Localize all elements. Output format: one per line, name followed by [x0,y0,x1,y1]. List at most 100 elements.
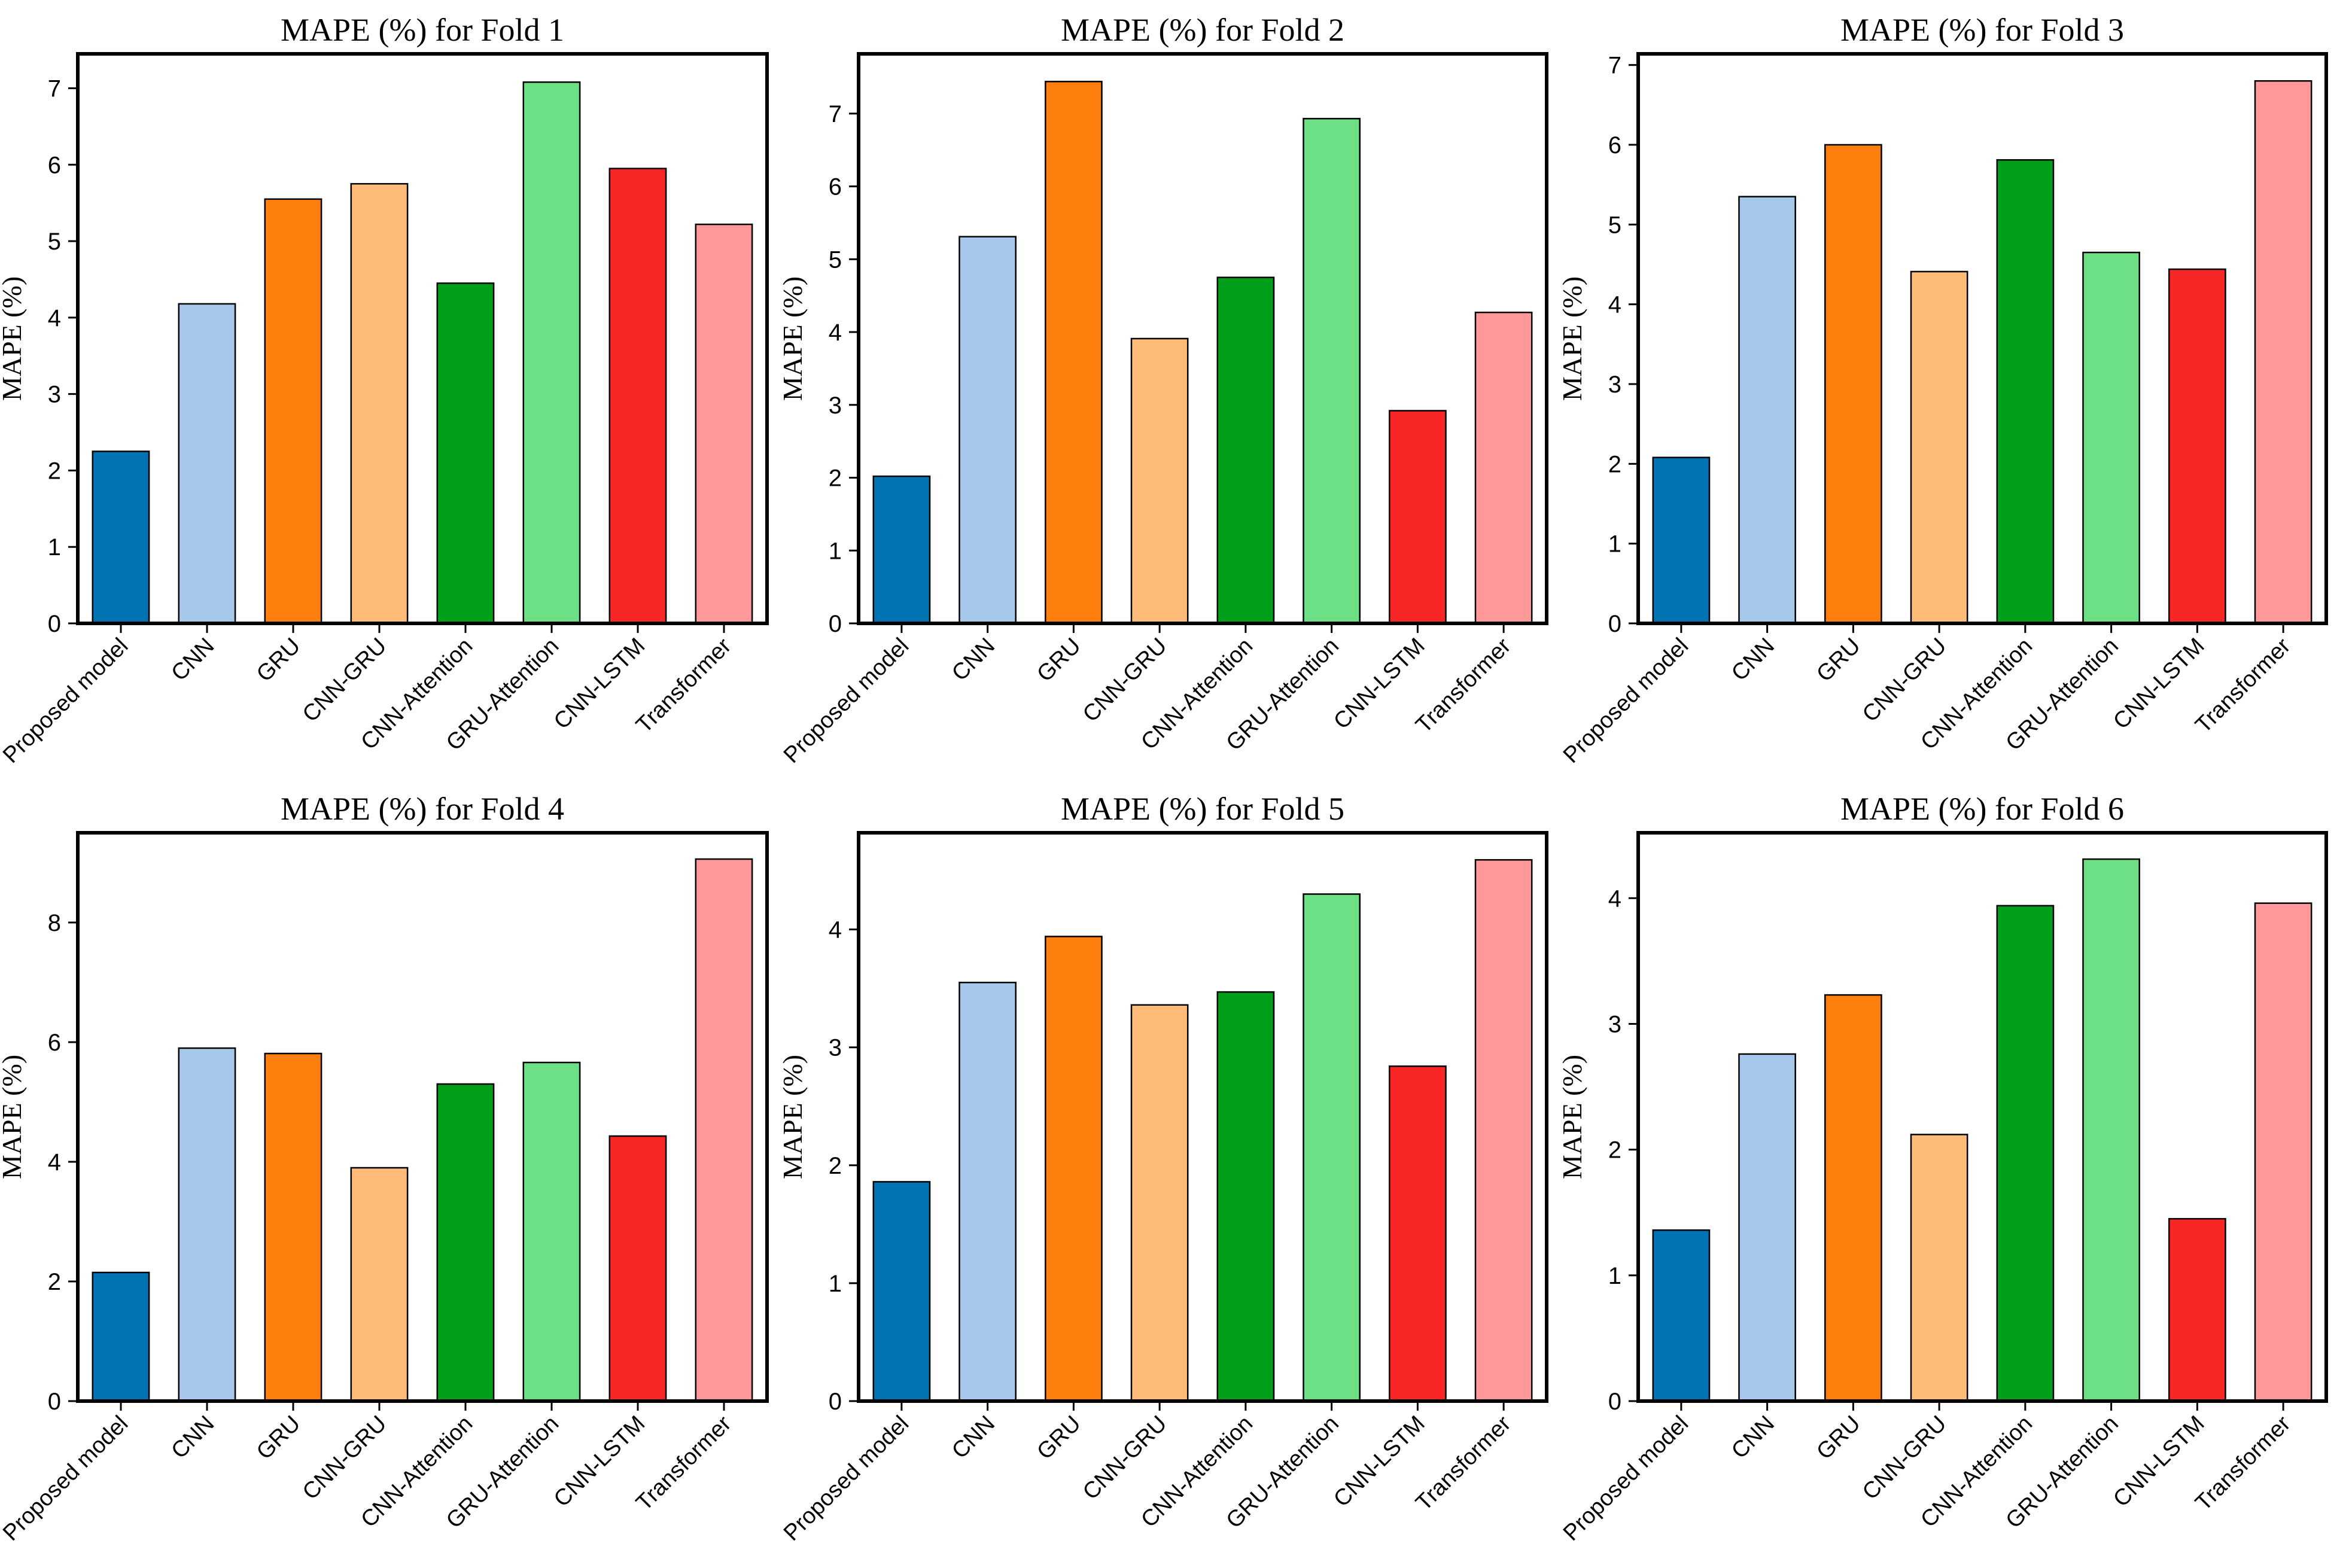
chart-title: MAPE (%) for Fold 4 [281,791,564,827]
x-tick-label: GRU [1032,634,1085,687]
x-tick-label: GRU [1812,1411,1865,1465]
bar-gru[interactable] [1045,81,1103,625]
x-tick-label: CNN [947,634,1000,686]
bar-cnn[interactable] [178,1047,236,1402]
bar-gru[interactable] [264,198,322,625]
x-tick-label: GRU [252,634,305,687]
y-tick-label: 5 [48,229,61,255]
bar-transformer[interactable] [1474,311,1533,625]
plot-frame [1636,831,2328,1403]
y-tick-label: 2 [829,1153,842,1179]
bar-gru-attention[interactable] [522,81,581,625]
y-axis-label: MAPE (%) [0,276,27,401]
x-tick-label: Proposed model [0,1411,133,1546]
y-tick-label: 0 [829,1389,842,1415]
x-tick-label: CNN-GRU [298,1411,392,1505]
bar-cnn-lstm[interactable] [2168,268,2226,625]
bar-gru-attention[interactable] [1303,118,1361,625]
y-tick-label: 3 [829,392,842,419]
bar-proposed-model[interactable] [872,1181,931,1402]
y-tick-label: 6 [48,152,61,178]
bar-cnn-lstm[interactable] [2168,1217,2226,1402]
bar-transformer[interactable] [695,223,753,625]
bar-transformer[interactable] [2254,902,2312,1402]
y-tick-label: 0 [48,1389,61,1415]
y-axis-label: MAPE (%) [777,1055,808,1179]
bar-gru[interactable] [1824,994,1882,1402]
y-tick-label: 5 [829,246,842,273]
y-tick-label: 7 [829,101,842,127]
bar-cnn-attention[interactable] [1216,991,1275,1402]
y-tick-label: 3 [829,1035,842,1061]
bar-gru-attention[interactable] [1303,893,1361,1402]
bar-gru[interactable] [264,1052,322,1402]
y-tick-label: 8 [48,910,61,936]
plot-frame [857,831,1548,1403]
plot-frame [1636,52,2328,625]
bar-gru[interactable] [1824,144,1882,625]
bar-cnn[interactable] [959,982,1017,1402]
x-tick-label: CNN [166,1411,219,1464]
bar-gru-attention[interactable] [2082,858,2140,1402]
bar-cnn-lstm[interactable] [608,168,667,625]
y-axis-label: MAPE (%) [1557,1055,1587,1179]
y-tick-label: 0 [48,611,61,637]
y-axis-label: MAPE (%) [1557,276,1587,401]
bar-gru-attention[interactable] [2082,251,2140,625]
y-tick-label: 6 [1608,132,1621,159]
bar-cnn-lstm[interactable] [1389,1065,1447,1402]
bar-cnn-gru[interactable] [1130,1004,1189,1402]
bar-cnn-attention[interactable] [1996,905,2055,1402]
y-tick-label: 0 [1608,1389,1621,1415]
bar-proposed-model[interactable] [872,475,931,625]
bar-cnn-gru[interactable] [350,182,409,625]
y-tick-label: 5 [1608,212,1621,238]
y-tick-label: 2 [1608,1137,1621,1164]
chart-title: MAPE (%) for Fold 2 [1061,12,1344,48]
chart-title: MAPE (%) for Fold 1 [281,12,564,48]
bar-cnn-attention[interactable] [1216,276,1275,625]
bar-proposed-model[interactable] [92,450,150,625]
bar-cnn-gru[interactable] [1910,270,1968,625]
bar-transformer[interactable] [695,858,753,1402]
bar-cnn-lstm[interactable] [608,1135,667,1402]
y-tick-label: 3 [1608,1011,1621,1037]
bar-proposed-model[interactable] [1652,1229,1711,1402]
y-tick-label: 1 [1608,531,1621,558]
bar-cnn-attention[interactable] [436,282,495,625]
y-tick-label: 4 [48,1149,61,1176]
y-tick-label: 4 [829,917,842,943]
y-tick-label: 6 [829,174,842,200]
y-tick-label: 1 [829,538,842,564]
bar-cnn[interactable] [178,303,236,625]
bar-transformer[interactable] [1474,859,1533,1402]
bar-cnn[interactable] [1738,1053,1796,1402]
bar-cnn-gru[interactable] [1130,337,1189,625]
bar-cnn[interactable] [959,236,1017,625]
y-tick-label: 7 [48,76,61,102]
bar-cnn-attention[interactable] [1996,159,2055,625]
x-tick-label: CNN [166,634,219,686]
bar-cnn-gru[interactable] [1910,1134,1968,1402]
y-tick-label: 7 [1608,53,1621,79]
y-tick-label: 0 [1608,611,1621,637]
bar-cnn-gru[interactable] [350,1167,409,1402]
chart-title: MAPE (%) for Fold 5 [1061,791,1344,827]
x-tick-label: Proposed model [1559,634,1693,768]
x-tick-label: CNN-GRU [298,634,392,727]
y-tick-label: 4 [48,305,61,331]
bar-gru-attention[interactable] [522,1061,581,1402]
bar-proposed-model[interactable] [92,1271,150,1402]
bar-gru[interactable] [1045,936,1103,1402]
bar-cnn[interactable] [1738,196,1796,625]
bar-transformer[interactable] [2254,80,2312,625]
y-tick-label: 6 [48,1030,61,1056]
bar-cnn-attention[interactable] [436,1083,495,1402]
bar-cnn-lstm[interactable] [1389,410,1447,625]
y-tick-label: 4 [829,319,842,346]
bar-proposed-model[interactable] [1652,456,1711,625]
